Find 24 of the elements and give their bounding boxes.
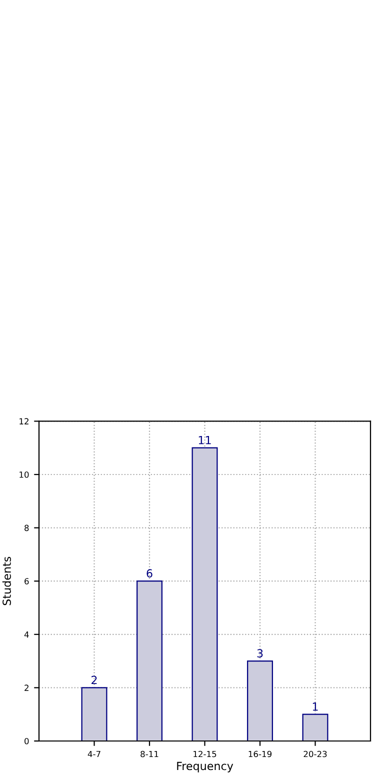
x-tick-label: 12-15 xyxy=(194,750,216,758)
y-tick-label: 10 xyxy=(20,471,29,478)
y-tick-label: 0 xyxy=(24,738,29,744)
data-label: 1 xyxy=(312,702,318,711)
bar xyxy=(302,714,328,741)
x-tick-label: 4-7 xyxy=(88,750,100,758)
y-tick-label: 12 xyxy=(20,418,28,424)
x-tick-label: 20-23 xyxy=(304,750,327,758)
x-axis-title: Frequency xyxy=(177,762,234,772)
y-tick-label: 2 xyxy=(24,684,28,691)
y-tick-label: 6 xyxy=(24,578,29,584)
data-label: 2 xyxy=(92,676,97,684)
data-label: 6 xyxy=(146,569,152,578)
bar xyxy=(192,447,218,741)
bar xyxy=(247,660,273,741)
data-label: 3 xyxy=(257,649,263,658)
bar xyxy=(136,580,162,741)
y-tick-label: 4 xyxy=(24,631,29,638)
data-label: 11 xyxy=(198,436,211,444)
y-axis-title: Students xyxy=(2,556,11,606)
x-tick-label: 16-19 xyxy=(248,750,272,758)
x-tick-label: 8-11 xyxy=(140,750,158,758)
bar xyxy=(81,687,108,741)
y-tick-label: 8 xyxy=(24,524,29,532)
